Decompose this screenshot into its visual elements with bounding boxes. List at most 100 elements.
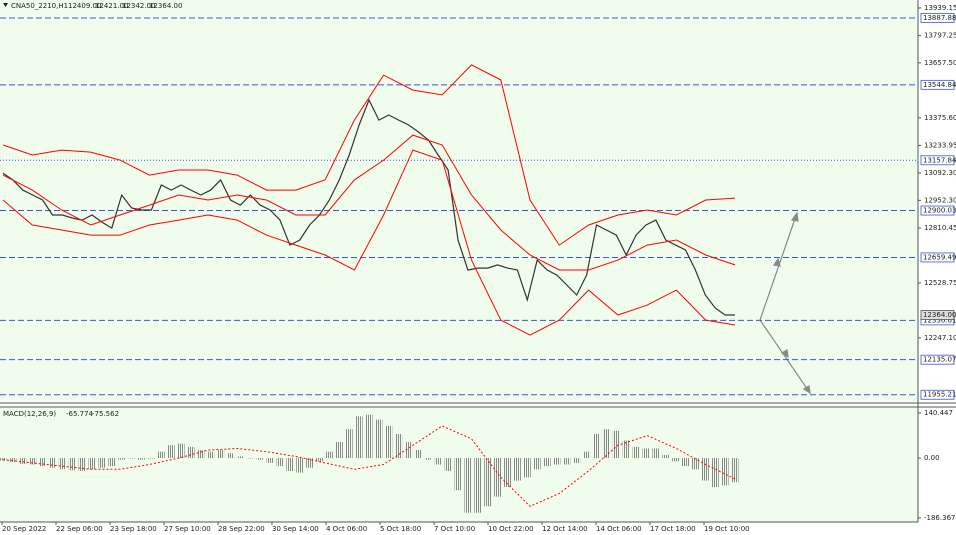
macd-bar [78,458,86,471]
macd-bar [88,458,96,470]
macd-bar [236,456,244,459]
level-label: 11955.21 [923,391,956,399]
x-tick-label: 10 Oct 22:00 [488,525,534,533]
x-tick-label: 5 Oct 18:00 [380,525,421,533]
y-tick-label: 13233.95 [924,141,956,149]
macd-bar [405,442,413,459]
macd-bar [118,458,126,460]
x-tick-label: 4 Oct 06:00 [326,525,367,533]
y-tick-label: 13092.30 [924,169,956,177]
macd-bar [701,458,709,481]
y-tick-label: 12810.45 [924,224,956,232]
current-price-label: 12364.00 [923,311,956,319]
x-tick-label: 19 Oct 10:00 [704,525,750,533]
macd-bar [187,446,195,459]
arrow-head [802,385,811,395]
macd-bar [157,451,165,459]
macd-readout: -75.562 [92,410,119,418]
macd-bar [642,448,650,459]
level-label: 12135.07 [923,356,956,364]
macd-bar [276,458,284,467]
y-tick-label: 13375.60 [924,114,956,122]
macd-bar [9,458,17,462]
macd-bar [256,458,264,460]
current-price-box [920,310,955,320]
level-label-box [920,252,955,263]
arrow-head [780,349,789,359]
macd-bar [48,458,56,468]
macd-bar [503,458,511,487]
macd-bar [652,448,660,459]
macd-bar [622,440,630,459]
bollinger-band [2,149,736,336]
level-label-box [920,389,955,400]
macd-bar [602,429,610,459]
y-tick-label: 13939.15 [924,4,956,12]
arrow-up [759,212,798,321]
ohlc-value: 12421.00 [95,2,128,10]
macd-bar [573,458,581,463]
macd-bar [523,458,531,478]
macd-bar [474,458,482,513]
menu-icon[interactable] [3,3,8,7]
macd-bar [58,458,66,470]
macd-bar [177,443,185,459]
macd-bar [167,445,175,459]
x-tick-label: 23 Sep 18:00 [110,525,157,533]
macd-bar [543,458,551,467]
macd-bar [147,458,155,459]
symbol-title: CNA50_2210,H1 [11,2,68,10]
macd-bar [335,442,343,459]
macd-bar [672,458,680,462]
macd-bar [395,434,403,459]
macd-bar [227,453,235,459]
bollinger-band [2,64,736,246]
macd-bar [68,458,76,471]
level-label-box [920,79,955,90]
macd-bar [662,454,670,459]
macd-bar [316,458,324,462]
level-label: 13887.88 [923,14,956,22]
macd-bar [355,416,363,459]
ohlc-value: 12364.00 [149,2,182,10]
macd-bar [365,414,373,459]
macd-bar [108,458,116,467]
macd-bar [691,458,699,470]
ohlc-value: 12342.00 [122,2,155,10]
macd-bar [424,458,432,460]
macd-bar [464,458,472,513]
y-tick-label: 13797.25 [924,32,956,40]
macd-bar [325,451,333,459]
macd-bar [207,451,215,459]
macd-bar [682,458,690,467]
macd-bar [345,429,353,459]
y-tick-label: 12952.30 [924,196,956,204]
x-tick-label: 12 Oct 14:00 [542,525,588,533]
level-label: 12659.49 [923,253,956,261]
macd-bar [563,458,571,465]
level-label-box [920,354,955,365]
y-tick-label: 0.00 [924,454,940,462]
y-tick-label: 12528.75 [924,279,956,287]
macd-bar [375,419,383,459]
x-tick-label: 14 Oct 06:00 [596,525,642,533]
macd-bar [385,425,393,459]
level-label: 12336.61 [923,316,956,324]
macd-bar [19,458,27,464]
macd-bar [494,458,502,497]
x-tick-label: 17 Oct 18:00 [650,525,696,533]
macd-bar [296,458,304,473]
macd-readout: -65.774 [66,410,94,418]
macd-bar [128,458,136,459]
x-tick-label: 28 Sep 22:00 [218,525,265,533]
macd-bar [721,458,729,486]
macd-bar [612,430,620,459]
arrow-head [772,257,781,267]
macd-bar [583,451,591,459]
level-label-box [920,155,955,166]
level-label-box [920,13,955,23]
macd-bar [306,458,314,468]
bollinger-band [2,134,736,271]
level-label-box [920,205,955,216]
x-tick-label: 20 Sep 2022 [2,525,46,533]
